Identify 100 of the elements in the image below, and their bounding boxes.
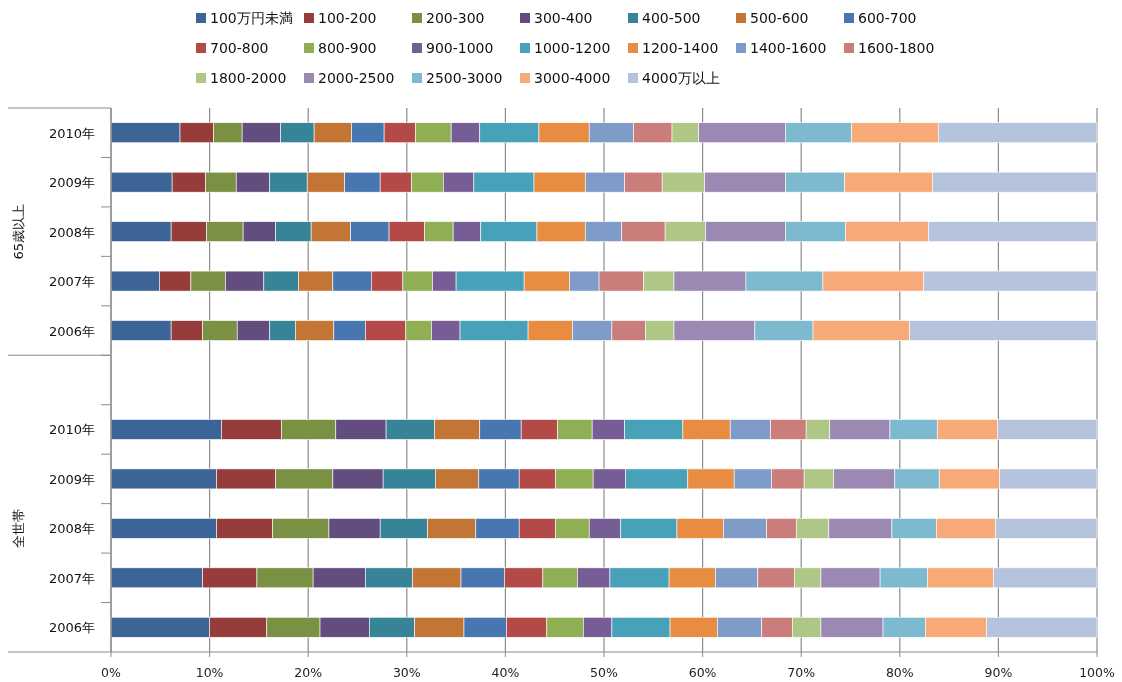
bar: [402, 270, 433, 292]
bar: [668, 567, 716, 589]
bar: [205, 171, 237, 193]
bar: [369, 616, 415, 638]
bar: [382, 468, 436, 490]
bar: [272, 518, 330, 539]
legend-label: 1600-1800: [858, 40, 935, 56]
bar: [761, 616, 793, 638]
y-tick-label: 2009年: [48, 175, 95, 191]
bar: [379, 171, 413, 193]
bar: [388, 221, 425, 242]
bar: [473, 171, 535, 193]
bar: [450, 122, 481, 144]
bar: [935, 518, 996, 539]
legend-label: 100-200: [318, 10, 377, 26]
bar: [110, 468, 217, 490]
bar: [235, 171, 271, 193]
bar: [928, 221, 1098, 242]
bar: [333, 320, 366, 341]
bar: [542, 567, 578, 589]
bar: [673, 270, 747, 292]
bar: [269, 171, 308, 193]
bar: [598, 270, 644, 292]
bar: [588, 122, 634, 144]
bar: [266, 616, 321, 638]
bar: [313, 122, 352, 144]
y-tick-label: 2006年: [48, 620, 95, 636]
bar: [241, 122, 281, 144]
bar: [546, 616, 584, 638]
bar: [572, 320, 613, 341]
bar: [795, 518, 830, 539]
bar: [310, 221, 351, 242]
bar: [909, 320, 1098, 341]
bar: [365, 567, 414, 589]
bar: [785, 221, 846, 242]
bar: [932, 171, 1098, 193]
bar: [459, 320, 529, 341]
bar: [335, 419, 387, 440]
legend-label: 500-600: [750, 10, 809, 26]
bar: [435, 468, 480, 490]
bar: [365, 320, 407, 341]
legend-label: 1800-2000: [210, 70, 287, 86]
bar: [805, 419, 831, 440]
bar: [770, 419, 807, 440]
bar: [584, 221, 623, 242]
bar: [925, 616, 987, 638]
bar: [671, 122, 699, 144]
bar: [833, 468, 896, 490]
bar: [275, 468, 334, 490]
bar: [110, 616, 210, 638]
bar: [281, 419, 337, 440]
bar: [275, 221, 312, 242]
bar: [518, 518, 556, 539]
bar: [383, 122, 416, 144]
bar: [110, 320, 172, 341]
bar: [216, 468, 276, 490]
bar: [328, 518, 381, 539]
bar: [298, 270, 334, 292]
legend-label: 2000-2500: [318, 70, 395, 86]
bar: [478, 468, 520, 490]
bar: [879, 567, 928, 589]
bar: [415, 122, 452, 144]
bar: [993, 567, 1098, 589]
bar: [332, 270, 372, 292]
legend-label: 600-700: [858, 10, 917, 26]
bar: [385, 419, 435, 440]
legend-label: 2500-3000: [426, 70, 503, 86]
bar: [997, 419, 1098, 440]
bar: [523, 270, 570, 292]
bar: [533, 171, 586, 193]
bar: [371, 270, 404, 292]
bar: [633, 122, 673, 144]
bar: [889, 419, 938, 440]
bar: [611, 320, 646, 341]
legend-label: 1200-1400: [642, 40, 719, 56]
bar: [480, 221, 538, 242]
bar: [828, 518, 893, 539]
bar: [110, 518, 217, 539]
bar: [555, 468, 594, 490]
bar: [995, 518, 1098, 539]
bar: [625, 468, 689, 490]
bar: [891, 518, 937, 539]
x-tick-label: 100%: [1079, 665, 1115, 680]
bar: [609, 567, 670, 589]
bar: [455, 270, 525, 292]
bar: [110, 221, 172, 242]
bar: [170, 320, 203, 341]
bar: [432, 270, 457, 292]
bar: [704, 171, 786, 193]
bar: [242, 221, 276, 242]
bar: [209, 616, 268, 638]
legend-label: 300-400: [534, 10, 593, 26]
bar: [785, 122, 852, 144]
bar: [350, 221, 390, 242]
bar: [312, 567, 366, 589]
bar: [379, 518, 428, 539]
bar: [475, 518, 520, 539]
bar: [621, 221, 666, 242]
bar: [263, 270, 299, 292]
bar: [687, 468, 735, 490]
